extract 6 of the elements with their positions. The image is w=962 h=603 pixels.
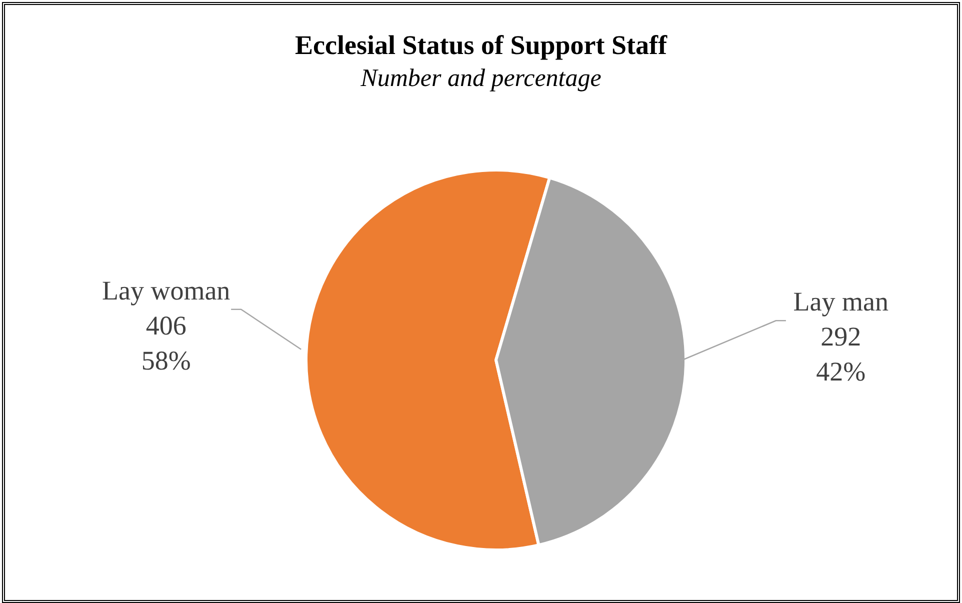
chart-title: Ecclesial Status of Support Staff: [294, 30, 668, 61]
slice-label: Lay man: [793, 286, 890, 317]
data-label: 292 42%: [816, 322, 866, 387]
chart-subtitle: Number and percentage: [360, 65, 602, 93]
slice-label: Lay woman: [102, 275, 231, 306]
data-label: 406 58%: [141, 310, 191, 376]
